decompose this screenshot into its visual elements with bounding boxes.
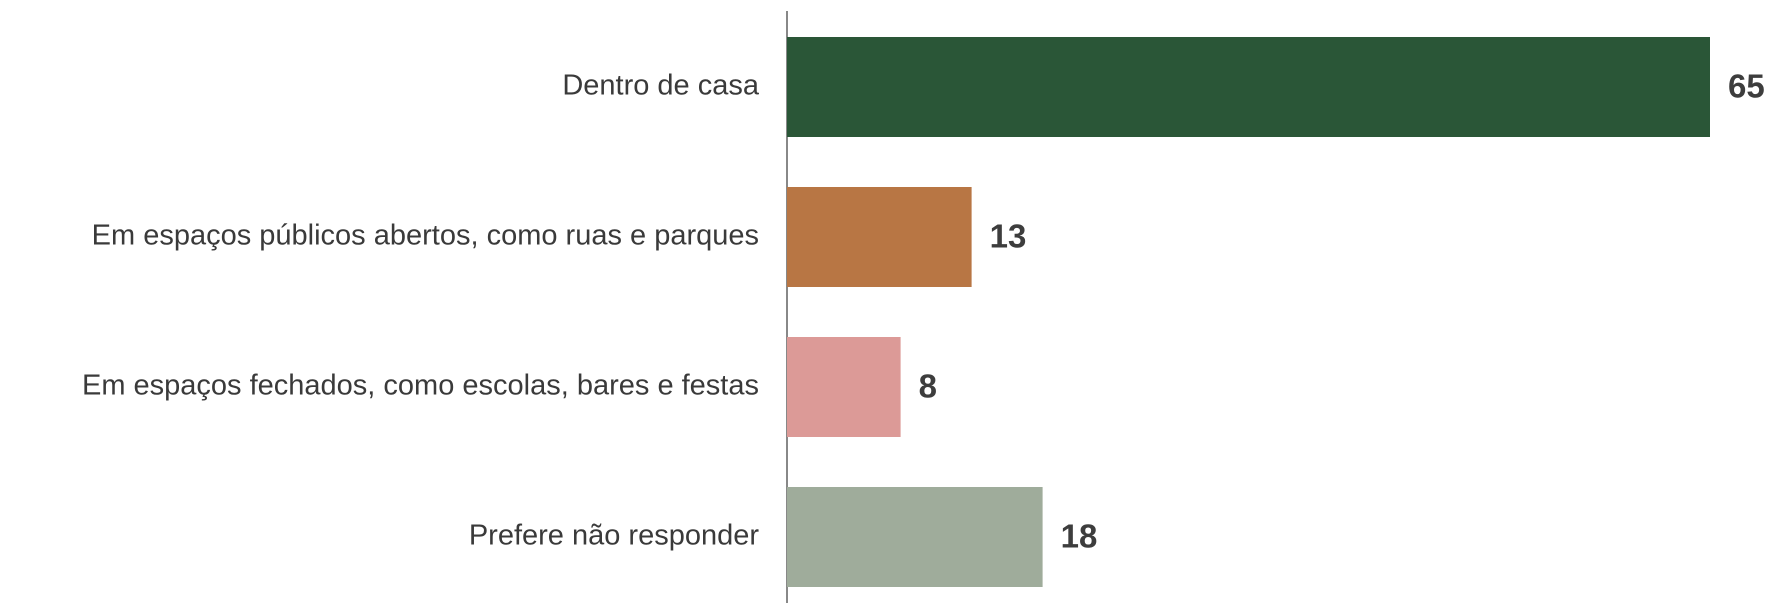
value-label: 13 (990, 218, 1027, 255)
bar (787, 337, 901, 437)
category-label: Prefere não responder (469, 520, 760, 552)
category-label: Em espaços públicos abertos, como ruas e… (92, 220, 759, 252)
bar (787, 187, 972, 287)
value-label: 8 (919, 368, 937, 405)
bar (787, 487, 1043, 587)
value-label: 65 (1728, 68, 1765, 105)
category-label: Dentro de casa (562, 70, 760, 102)
category-label: Em espaços fechados, como escolas, bares… (82, 370, 759, 402)
value-label: 18 (1061, 518, 1098, 555)
bar (787, 37, 1710, 137)
